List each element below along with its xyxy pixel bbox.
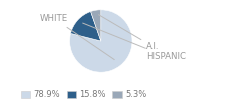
Text: A.I.: A.I. [99,15,160,51]
Text: WHITE: WHITE [40,14,114,60]
Text: HISPANIC: HISPANIC [83,23,186,61]
Legend: 78.9%, 15.8%, 5.3%: 78.9%, 15.8%, 5.3% [21,90,146,99]
Wedge shape [70,10,132,72]
Wedge shape [91,10,101,41]
Wedge shape [71,12,101,41]
